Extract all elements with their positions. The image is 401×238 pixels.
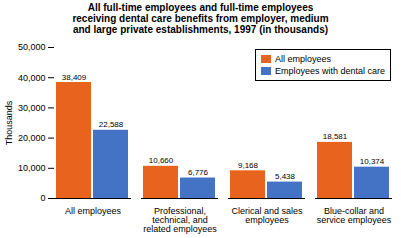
svg-text:Blue-collar andservice employe: Blue-collar andservice employees	[317, 206, 392, 225]
svg-text:22,588: 22,588	[99, 120, 124, 129]
svg-text:Clerical and salesemployees: Clerical and salesemployees	[231, 206, 303, 225]
html-text:Employees with dental care: Employees with dental care	[274, 66, 385, 76]
svg-text:Thousands: Thousands	[4, 100, 14, 145]
svg-text:9,168: 9,168	[238, 161, 259, 170]
svg-text:10,660: 10,660	[149, 156, 174, 165]
svg-text:10,000: 10,000	[18, 163, 46, 173]
svg-text:38,409: 38,409	[62, 73, 87, 82]
html-text:All employees: All employees	[274, 54, 331, 64]
svg-text:30,000: 30,000	[18, 103, 46, 113]
svg-text:0: 0	[40, 193, 45, 203]
svg-text:10,374: 10,374	[360, 157, 385, 166]
svg-text:All employees: All employees	[65, 206, 122, 216]
svg-text:18,581: 18,581	[323, 132, 348, 141]
html-text:All full-time employees and fu: All full-time employees and full-time em…	[72, 2, 329, 35]
svg-text:50,000: 50,000	[18, 42, 46, 52]
svg-text:Professional,technical, andrel: Professional,technical, andrelated emplo…	[143, 206, 217, 234]
svg-text:5,438: 5,438	[275, 172, 296, 181]
svg-text:20,000: 20,000	[18, 133, 46, 143]
svg-text:6,776: 6,776	[188, 168, 209, 177]
svg-text:40,000: 40,000	[18, 73, 46, 83]
